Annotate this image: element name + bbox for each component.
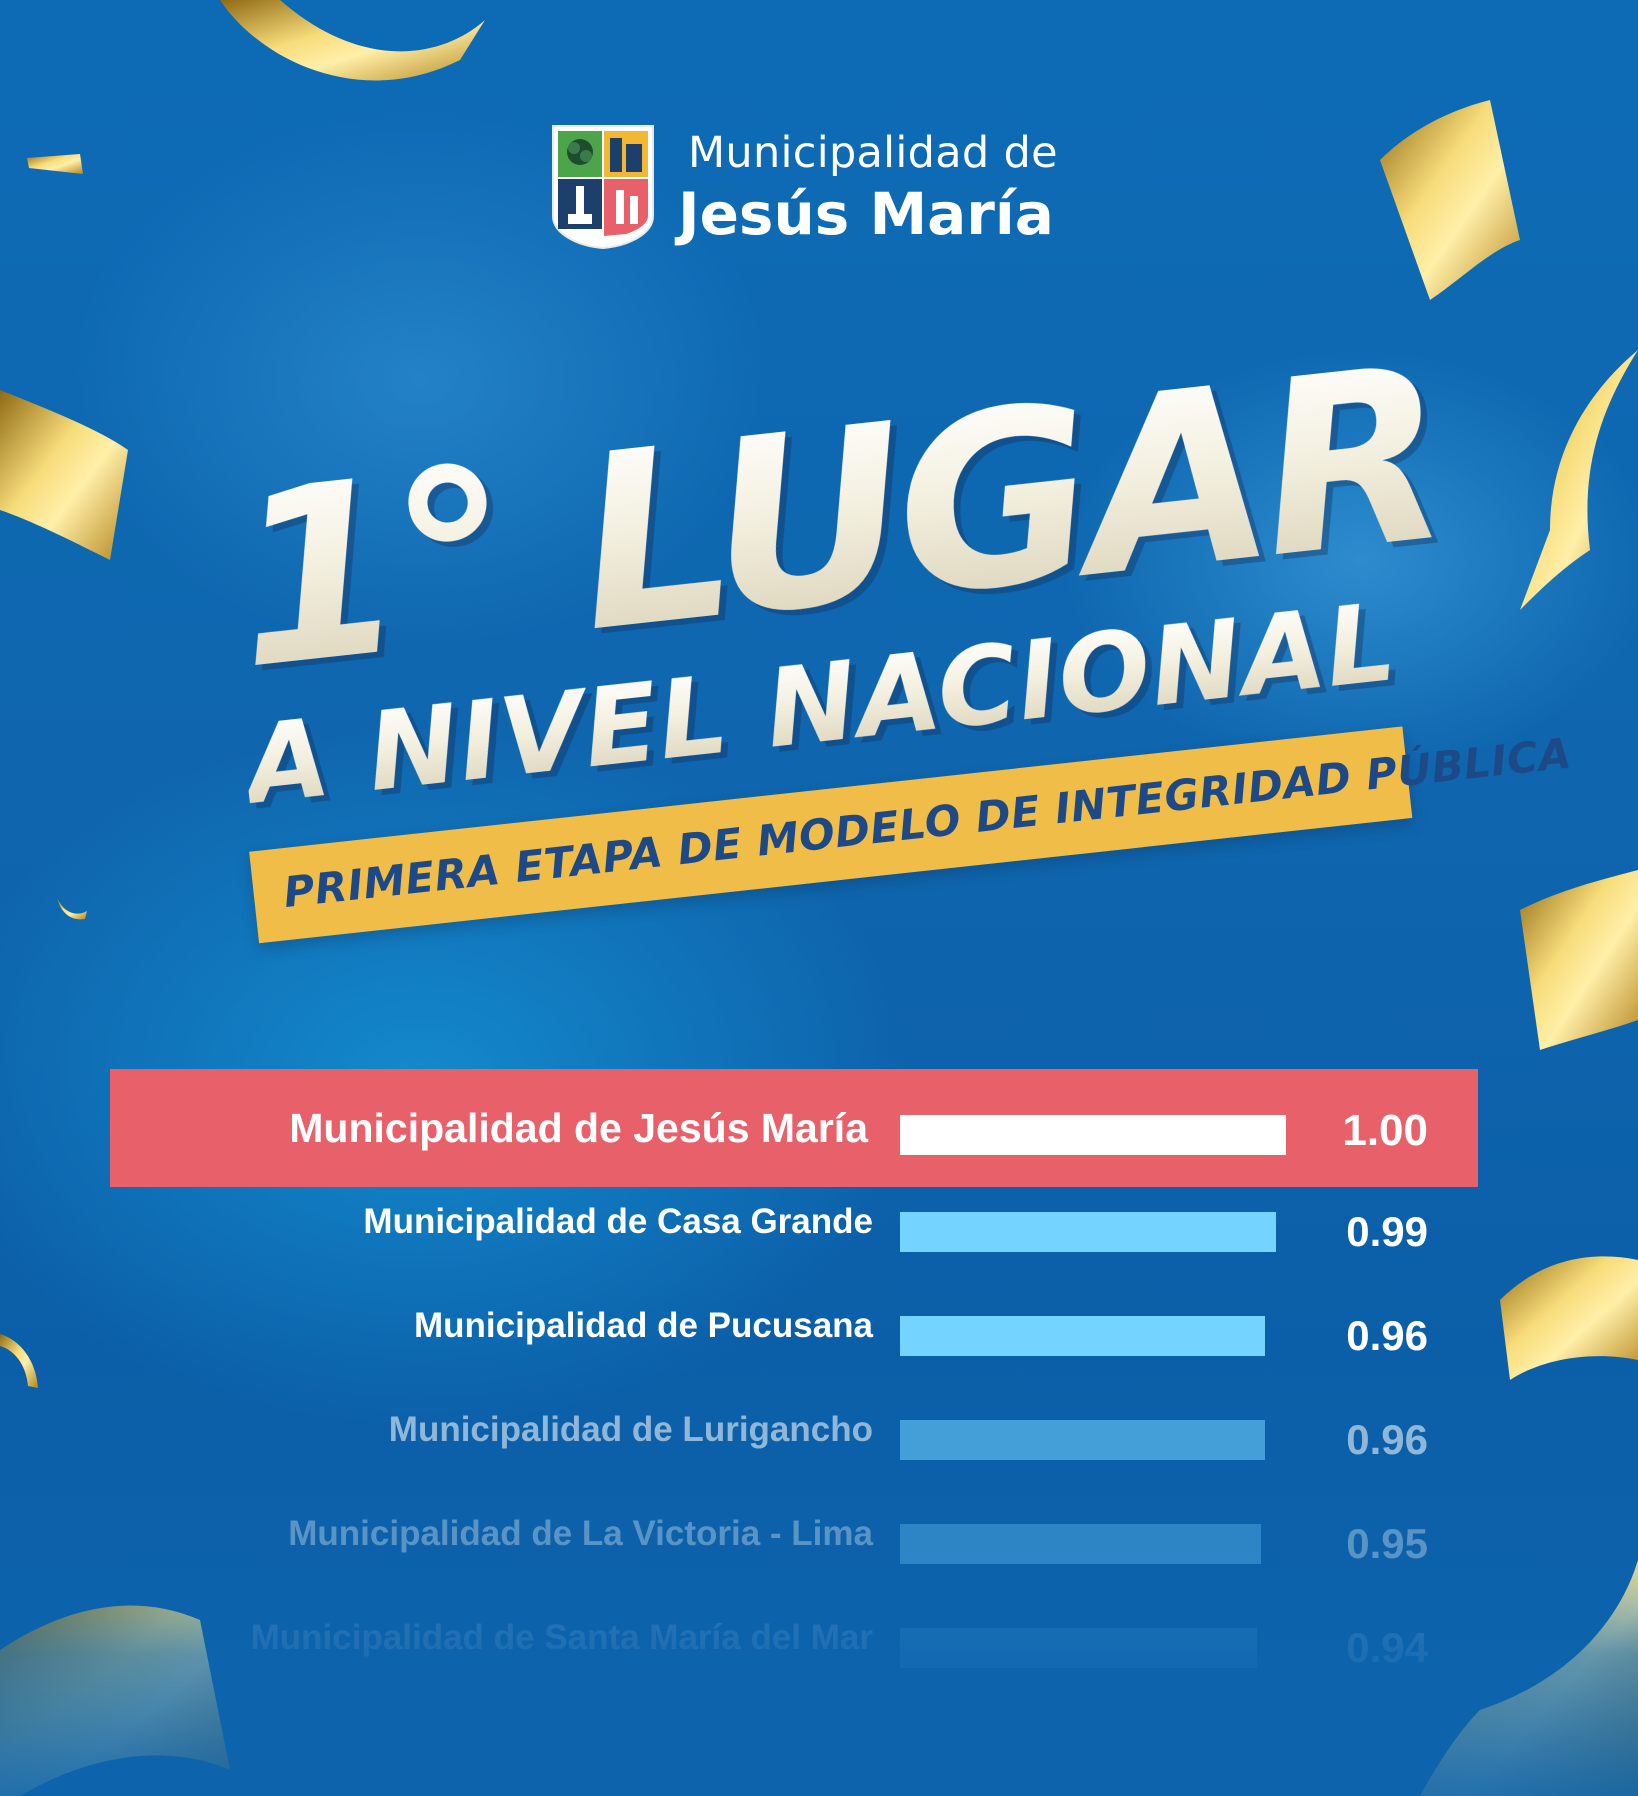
ranking-value: 0.99 <box>1346 1208 1428 1255</box>
ranking-bar <box>900 1628 1257 1668</box>
ranking-bar <box>900 1115 1286 1155</box>
ranking-chart: Municipalidad de Jesús María 1.00 Municipa… <box>0 1060 1638 1700</box>
header-logo: Municipalidad de Jesús María <box>548 122 1108 252</box>
ranking-bar <box>900 1420 1265 1460</box>
confetti-left-small-icon <box>57 897 87 920</box>
ranking-label: Municipalidad de Jesús María <box>289 1105 868 1151</box>
ranking-value: 0.94 <box>1346 1624 1428 1671</box>
ranking-row: Municipalidad de Pucusana 0.96 <box>0 1268 1638 1372</box>
ranking-value: 0.95 <box>1346 1520 1428 1567</box>
ranking-value: 0.96 <box>1346 1416 1428 1463</box>
ranking-value: 0.96 <box>1346 1312 1428 1359</box>
ranking-label: Municipalidad de La Victoria - Lima <box>288 1514 873 1553</box>
confetti-right-top-icon <box>1380 100 1520 300</box>
confetti-left-mid-icon <box>0 390 128 560</box>
confetti-top-left-icon <box>220 0 485 81</box>
header-line1: Municipalidad de <box>688 128 1058 178</box>
ranking-row: Municipalidad de Lurigancho 0.96 <box>0 1372 1638 1476</box>
confetti-right-mid-icon <box>1520 350 1638 610</box>
ranking-bar <box>900 1524 1261 1564</box>
ranking-label: Municipalidad de Lurigancho <box>388 1410 873 1449</box>
ranking-value: 1.00 <box>1342 1106 1428 1155</box>
ranking-row: Municipalidad de La Victoria - Lima 0.95 <box>0 1476 1638 1580</box>
ranking-row: Municipalidad de Casa Grande 0.99 <box>0 1164 1638 1268</box>
ranking-label: Municipalidad de Casa Grande <box>363 1202 873 1241</box>
header-line2: Jesús María <box>678 180 1054 248</box>
ranking-bar <box>900 1316 1265 1356</box>
ranking-label: Municipalidad de Santa María del Mar <box>250 1618 873 1657</box>
confetti-left-1-icon <box>27 154 83 174</box>
headline-block: 1° LUGAR A NIVEL NACIONAL PRIMERA ETAPA … <box>201 312 1574 1043</box>
ranking-label: Municipalidad de Pucusana <box>414 1306 873 1345</box>
confetti-right-lower-icon <box>1520 870 1638 1050</box>
municipal-crest-icon <box>552 125 654 250</box>
ranking-row: Municipalidad de Jesús María 1.00 <box>0 1060 1638 1164</box>
ranking-bar <box>900 1212 1276 1252</box>
ranking-row: Municipalidad de Santa María del Mar 0.94 <box>0 1580 1638 1684</box>
